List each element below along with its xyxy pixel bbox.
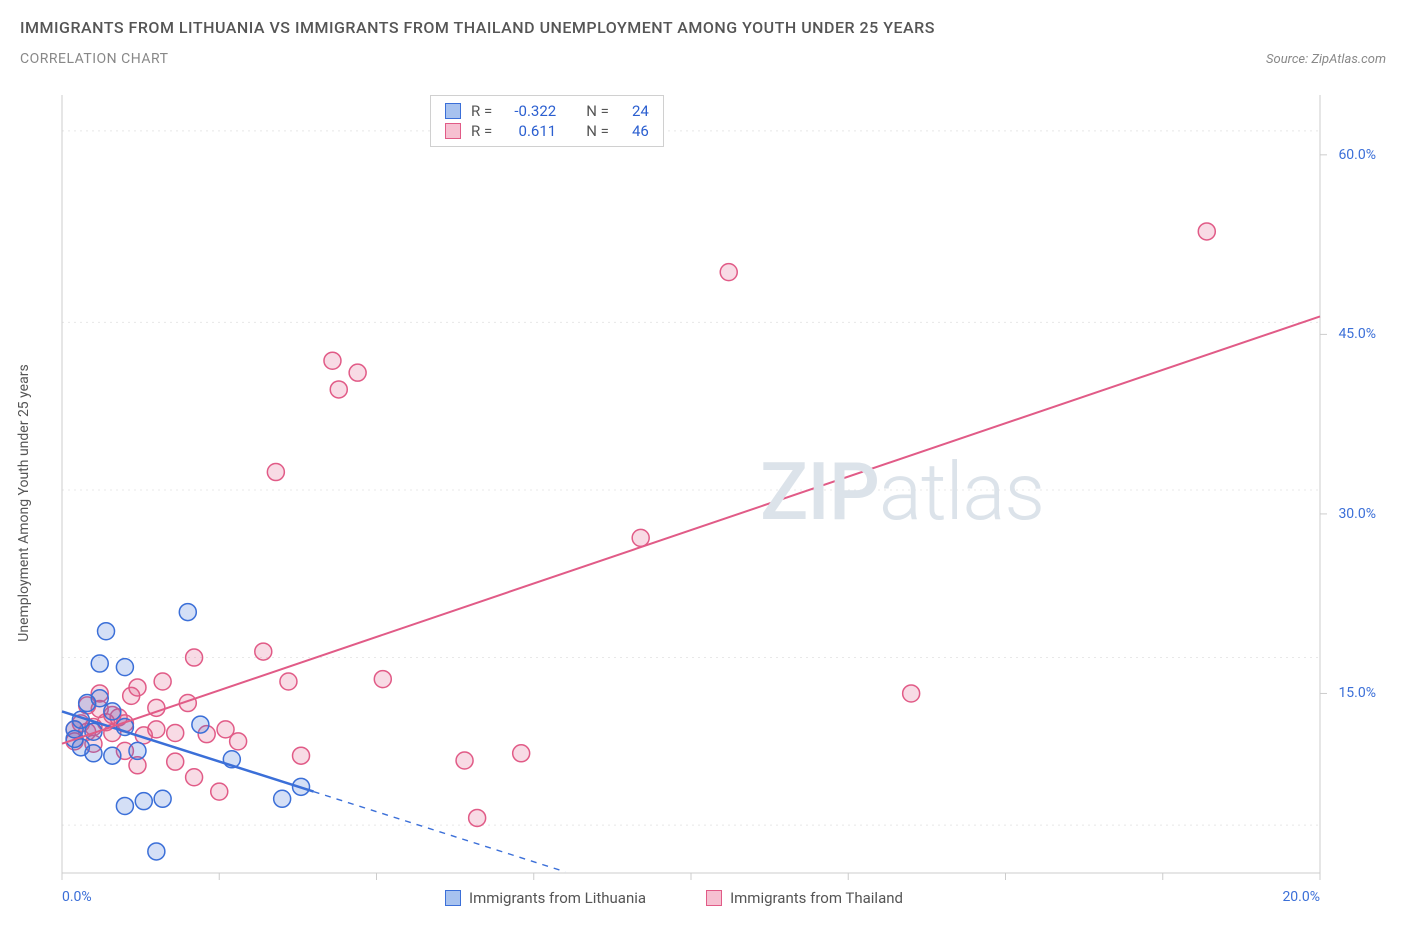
swatch-thailand [706,890,722,906]
swatch-thailand [445,123,461,139]
chart-title: IMMIGRANTS FROM LITHUANIA VS IMMIGRANTS … [20,18,1386,37]
r-value-thailand: 0.611 [502,122,556,140]
legend-item-lithuania: Immigrants from Lithuania [445,889,646,907]
legend-row-lithuania: R = -0.322 N = 24 [445,102,649,120]
x-tick-label: 20.0% [1282,889,1320,905]
y-tick-label: 60.0% [1338,147,1376,163]
n-label: N = [586,102,609,120]
n-label: N = [586,122,609,140]
legend-item-thailand: Immigrants from Thailand [706,889,903,907]
r-label: R = [471,102,492,120]
chart-subtitle: CORRELATION CHART [20,51,168,67]
r-label: R = [471,122,492,140]
source-attribution: Source: ZipAtlas.com [1266,52,1386,67]
n-value-lithuania: 24 [619,102,649,120]
x-tick-label: 0.0% [62,889,92,905]
swatch-lithuania [445,103,461,119]
subtitle-row: CORRELATION CHART Source: ZipAtlas.com [20,51,1386,67]
source-prefix: Source: [1266,52,1311,67]
series-label-thailand: Immigrants from Thailand [730,889,903,907]
y-axis-label: Unemployment Among Youth under 25 years [16,364,32,641]
series-legend: Immigrants from Lithuania Immigrants fro… [445,889,903,907]
series-label-lithuania: Immigrants from Lithuania [469,889,646,907]
y-tick-label: 30.0% [1338,506,1376,522]
source-name: ZipAtlas.com [1311,52,1386,67]
chart-header: IMMIGRANTS FROM LITHUANIA VS IMMIGRANTS … [0,0,1406,75]
r-value-lithuania: -0.322 [502,102,556,120]
chart-area: Unemployment Among Youth under 25 years … [60,95,1380,885]
swatch-lithuania [445,890,461,906]
y-tick-label: 15.0% [1338,685,1376,701]
correlation-legend: R = -0.322 N = 24 R = 0.611 N = 46 [430,95,664,147]
n-value-thailand: 46 [619,122,649,140]
y-tick-label: 45.0% [1338,326,1376,342]
legend-row-thailand: R = 0.611 N = 46 [445,122,649,140]
scatter-plot [60,95,1380,885]
